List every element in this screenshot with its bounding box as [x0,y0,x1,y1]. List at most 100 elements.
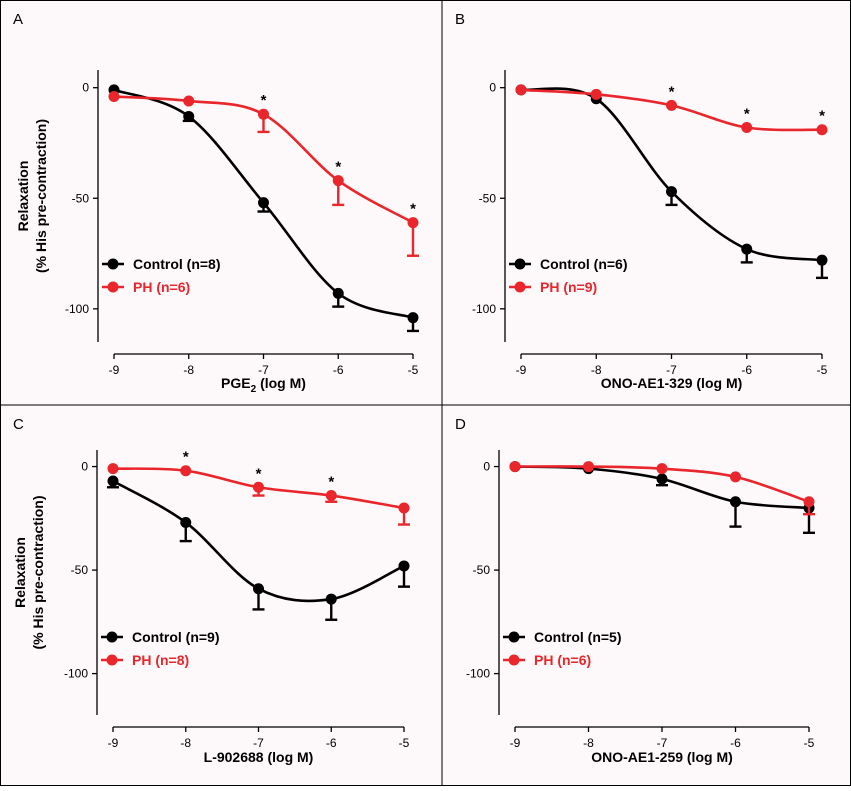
legend-marker [508,631,520,643]
y-tick-label: 0 [489,81,496,95]
legend-marker [106,631,118,643]
panel-label: D [455,416,466,433]
legend-label: Control (n=9) [132,629,220,645]
legend-label: PH (n=6) [133,279,190,295]
x-tick-label: -7 [253,736,264,750]
data-point-control [258,197,269,209]
data-point-control [816,254,828,266]
data-point-control [741,243,753,255]
legend-label: Control (n=5) [534,629,622,645]
y-tick-label: -100 [466,667,490,681]
x-axis-title-main: ONO-AE1-259 (log M) [591,749,733,765]
legend-item-ph: PH (n=6) [102,279,190,295]
legend-marker [514,281,526,293]
x-tick-label: -9 [516,363,527,377]
x-tick-label: -6 [326,736,337,750]
panel-d: D 0 -50 -100 -9 -8 -7 -6 -5 ONO-AE1-259 (log M) Co… [455,416,815,765]
x-axis-title: ONO-AE1-259 (log M) [591,749,733,765]
x-tick-label: -6 [333,363,344,377]
series-ph: * * * [515,83,828,136]
x-tick-label: -8 [583,736,594,750]
data-point-ph [803,496,815,508]
significance-star: * [819,108,825,125]
y-tick-label: 0 [82,81,89,95]
series-ph: * * * [108,91,419,257]
x-axis-title-subscript: 2 [251,384,257,395]
panel-label: C [13,416,24,433]
significance-star: * [328,474,334,491]
series-control [107,475,410,621]
significance-star: * [256,465,262,482]
y-tick-label: 0 [81,460,88,474]
x-axis-title: ONO-AE1-329 (log M) [601,375,743,391]
y-tick-label: -50 [473,563,491,577]
data-point-ph [515,84,527,96]
data-point-ph [258,108,269,120]
data-point-control [407,312,419,324]
data-point-ph [180,465,192,477]
y-tick-label: -100 [472,302,496,316]
x-axis-title: L-902688 (log M) [204,749,314,765]
legend-label: Control (n=6) [540,256,628,272]
x-tick-label: -9 [510,736,521,750]
panel-label: B [455,11,465,28]
y-tick-label: -50 [72,191,90,205]
data-point-control [398,560,410,572]
data-point-ph [325,490,337,502]
data-point-ph [816,124,828,136]
legend-item-control: Control (n=9) [101,629,220,645]
data-point-ph [656,463,668,475]
legend-label: PH (n=8) [132,652,189,668]
legend-item-control: Control (n=6) [509,256,628,272]
legend-label: PH (n=6) [534,652,591,668]
y-tick-label: -50 [71,563,89,577]
data-point-ph [590,88,602,100]
y-tick-label: -50 [479,191,497,205]
data-point-ph [253,481,264,493]
panel-a: A 0 -50 -100 -9 -8 -7 -6 -5 PGE2 (log M) Relaxatio… [13,11,419,395]
y-tick-label: -100 [65,302,89,316]
legend-marker [106,654,118,666]
x-tick-label: -7 [258,363,269,377]
series-control [108,84,419,333]
data-point-ph [509,461,521,473]
data-point-control [332,287,344,299]
legend-item-ph: PH (n=6) [503,652,591,668]
x-axis-title-main: PGE [221,375,251,391]
significance-star: * [261,92,267,109]
significance-star: * [744,105,750,122]
x-axis-title: PGE2 (log M) [221,375,306,395]
x-tick-label: -8 [180,736,191,750]
data-point-ph [407,217,419,229]
x-tick-label: -7 [666,363,677,377]
x-tick-label: -8 [591,363,602,377]
panel-b: B 0 -50 -100 -9 -8 -7 -6 -5 ONO-AE1-329 (log M) * *… [455,11,828,391]
data-point-ph [583,461,594,473]
data-point-control [730,496,741,508]
x-tick-label: -8 [183,363,194,377]
data-point-ph [332,175,344,187]
x-tick-label: -9 [109,363,120,377]
data-point-control [183,110,195,122]
data-point-control [180,516,192,528]
x-tick-label: -6 [730,736,741,750]
x-tick-label: -6 [741,363,752,377]
data-point-control [107,475,119,487]
x-tick-label: -7 [657,736,668,750]
y-axis-title-line2: (% His pre-contraction) [30,495,46,649]
series-ph [509,461,815,516]
x-axis-title-main: ONO-AE1-329 (log M) [601,375,743,391]
series-ph: * * * [107,449,410,526]
y-tick-label: -100 [64,667,88,681]
data-point-control [253,583,264,595]
significance-star: * [183,449,189,466]
x-tick-label: -9 [108,736,119,750]
panel-label: A [13,11,23,28]
data-point-ph [108,91,120,103]
y-axis-title-line2: (% His pre-contraction) [33,119,49,273]
legend-marker [514,258,526,270]
legend-label: PH (n=9) [540,279,597,295]
x-tick-label: -5 [817,363,828,377]
